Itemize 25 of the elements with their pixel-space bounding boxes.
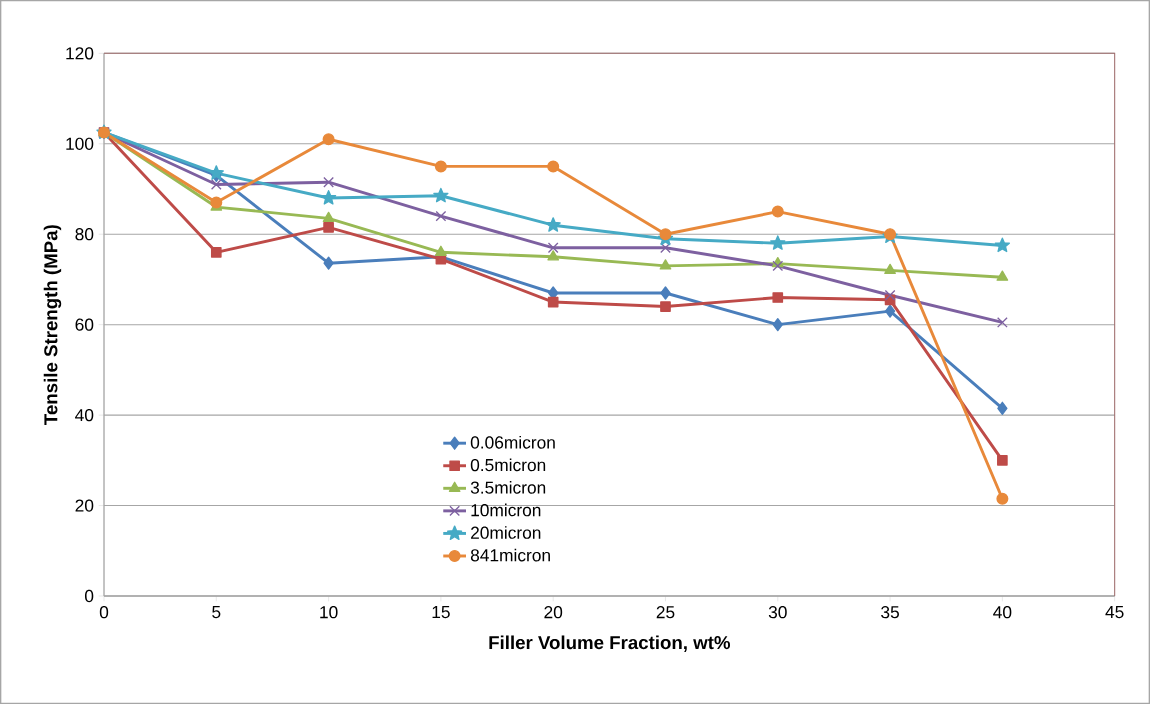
x-tick-label: 25 <box>656 606 675 619</box>
y-tick-label: 100 <box>66 137 94 150</box>
legend-label: 0.06micron <box>470 435 555 449</box>
legend-label: 0.5micron <box>470 458 546 472</box>
x-tick-label: 15 <box>432 606 450 619</box>
y-axis-title: Tensile Strength (MPa) <box>43 225 62 425</box>
y-tick-label: 40 <box>75 408 94 422</box>
x-tick-label: 30 <box>768 606 787 619</box>
y-tick-label: 20 <box>75 499 94 512</box>
legend-label: 3.5micron <box>470 481 546 494</box>
legend-label: 20micron <box>471 526 541 539</box>
x-tick-label: 10 <box>320 606 338 619</box>
x-tick-label: 0 <box>99 606 109 619</box>
x-tick-label: 40 <box>993 606 1012 619</box>
x-tick-label: 35 <box>881 606 899 619</box>
x-axis-title: Filler Volume Fraction, wt% <box>489 635 731 652</box>
y-tick-label: 60 <box>75 318 94 331</box>
x-tick-label: 45 <box>1105 606 1124 619</box>
y-tick-label: 120 <box>66 47 94 60</box>
y-tick-label: 80 <box>75 228 94 241</box>
x-tick-label: 5 <box>212 606 221 619</box>
legend-label: 10micron <box>471 503 541 517</box>
x-tick-label: 20 <box>544 606 563 619</box>
legend-label: 841micron <box>470 548 550 562</box>
y-tick-label: 0 <box>84 589 94 603</box>
